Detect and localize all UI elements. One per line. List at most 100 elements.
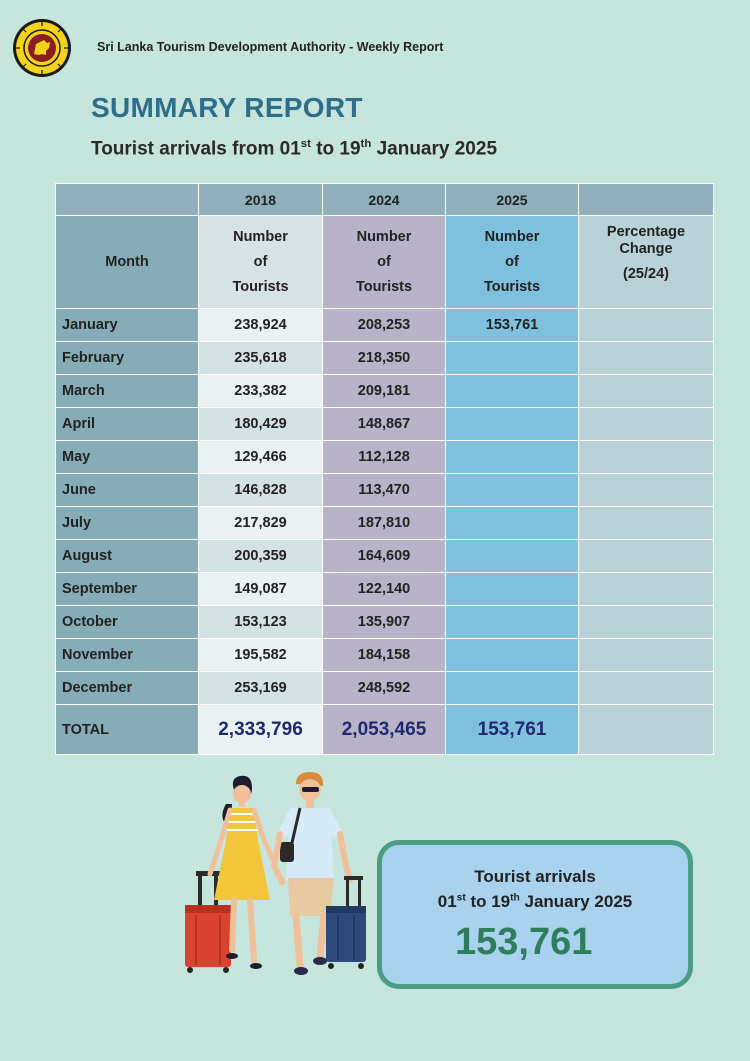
woman-figure-icon <box>207 775 275 969</box>
total-2018-cell: 2,333,796 <box>198 704 323 755</box>
tourists-header-2018: Number of Tourists <box>198 215 323 309</box>
value-2018-cell: 217,829 <box>198 506 323 540</box>
value-2024-cell: 184,158 <box>322 638 446 672</box>
value-2018-cell: 238,924 <box>198 308 323 342</box>
pct-change-cell <box>578 308 714 342</box>
month-cell: February <box>55 341 199 375</box>
report-title: SUMMARY REPORT <box>91 92 363 123</box>
value-2025-cell <box>445 341 579 375</box>
total-label: TOTAL <box>55 704 199 755</box>
table-row: January 238,924 208,253 153,761 <box>55 308 714 342</box>
pct-change-cell <box>578 473 714 507</box>
tourists-header-2024: Number of Tourists <box>322 215 446 309</box>
month-cell: October <box>55 605 199 639</box>
pct-change-cell <box>578 341 714 375</box>
value-2025-cell <box>445 374 579 408</box>
value-2025-cell <box>445 440 579 474</box>
year-header-pct-blank <box>578 183 714 216</box>
table-row: July 217,829 187,810 <box>55 506 714 540</box>
pct-change-cell <box>578 374 714 408</box>
value-2024-cell: 248,592 <box>322 671 446 705</box>
value-2024-cell: 209,181 <box>322 374 446 408</box>
value-2025-cell <box>445 539 579 573</box>
month-header: Month <box>55 215 199 309</box>
value-2018-cell: 195,582 <box>198 638 323 672</box>
total-pct-cell <box>578 704 714 755</box>
table-row: October 153,123 135,907 <box>55 605 714 639</box>
month-cell: April <box>55 407 199 441</box>
summary-box-value: 153,761 <box>455 921 593 963</box>
value-2025-cell <box>445 473 579 507</box>
value-2018-cell: 235,618 <box>198 341 323 375</box>
pct-change-cell <box>578 407 714 441</box>
month-cell: August <box>55 539 199 573</box>
sri-lanka-emblem-icon <box>13 19 71 77</box>
percentage-change-header: Percentage Change (25/24) <box>578 215 714 309</box>
value-2024-cell: 164,609 <box>322 539 446 573</box>
pct-change-cell <box>578 506 714 540</box>
value-2024-cell: 135,907 <box>322 605 446 639</box>
man-figure-icon <box>270 772 353 975</box>
value-2024-cell: 187,810 <box>322 506 446 540</box>
month-cell: July <box>55 506 199 540</box>
value-2025-cell <box>445 671 579 705</box>
value-2024-cell: 113,470 <box>322 473 446 507</box>
value-2018-cell: 253,169 <box>198 671 323 705</box>
table-row: August 200,359 164,609 <box>55 539 714 573</box>
pct-change-cell <box>578 440 714 474</box>
month-cell: March <box>55 374 199 408</box>
value-2018-cell: 233,382 <box>198 374 323 408</box>
value-2024-cell: 148,867 <box>322 407 446 441</box>
pct-change-cell <box>578 638 714 672</box>
value-2025-cell <box>445 572 579 606</box>
pct-change-cell <box>578 605 714 639</box>
report-subtitle: Tourist arrivals from 01st to 19th Janua… <box>91 138 498 160</box>
table-row: December 253,169 248,592 <box>55 671 714 705</box>
value-2025-cell <box>445 407 579 441</box>
table-row: March 233,382 209,181 <box>55 374 714 408</box>
total-2024-cell: 2,053,465 <box>322 704 446 755</box>
table-row: May 129,466 112,128 <box>55 440 714 474</box>
blue-suitcase-icon <box>326 876 366 969</box>
table-row: April 180,429 148,867 <box>55 407 714 441</box>
value-2025-cell <box>445 638 579 672</box>
value-2025-cell <box>445 506 579 540</box>
value-2024-cell: 218,350 <box>322 341 446 375</box>
table-row: November 195,582 184,158 <box>55 638 714 672</box>
organization-name: Sri Lanka Tourism Development Authority … <box>97 40 444 54</box>
pct-change-cell <box>578 539 714 573</box>
value-2024-cell: 208,253 <box>322 308 446 342</box>
summary-box: Tourist arrivals 01st to 19th January 20… <box>377 840 693 989</box>
value-2024-cell: 112,128 <box>322 440 446 474</box>
table-row: February 235,618 218,350 <box>55 341 714 375</box>
year-header-2024: 2024 <box>322 183 446 216</box>
value-2018-cell: 146,828 <box>198 473 323 507</box>
value-2025-cell <box>445 605 579 639</box>
value-2024-cell: 122,140 <box>322 572 446 606</box>
total-row: TOTAL 2,333,796 2,053,465 153,761 <box>55 704 714 755</box>
table-row: September 149,087 122,140 <box>55 572 714 606</box>
month-cell: September <box>55 572 199 606</box>
value-2018-cell: 149,087 <box>198 572 323 606</box>
summary-box-period: 01st to 19th January 2025 <box>437 892 633 911</box>
summary-box-title: Tourist arrivals <box>474 867 596 886</box>
year-header-2018: 2018 <box>198 183 323 216</box>
year-header-blank <box>55 183 199 216</box>
month-cell: December <box>55 671 199 705</box>
pct-change-cell <box>578 572 714 606</box>
value-2018-cell: 180,429 <box>198 407 323 441</box>
month-cell: June <box>55 473 199 507</box>
total-2025-cell: 153,761 <box>445 704 579 755</box>
month-cell: January <box>55 308 199 342</box>
pct-change-cell <box>578 671 714 705</box>
traveling-couple-icon <box>185 772 366 975</box>
table-row: June 146,828 113,470 <box>55 473 714 507</box>
month-cell: May <box>55 440 199 474</box>
tourists-header-2025: Number of Tourists <box>445 215 579 309</box>
value-2018-cell: 153,123 <box>198 605 323 639</box>
arrivals-table: 2018 2024 2025 Month Number of Tourists Nu… <box>55 183 714 755</box>
value-2018-cell: 129,466 <box>198 440 323 474</box>
value-2018-cell: 200,359 <box>198 539 323 573</box>
year-header-2025: 2025 <box>445 183 579 216</box>
month-cell: November <box>55 638 199 672</box>
